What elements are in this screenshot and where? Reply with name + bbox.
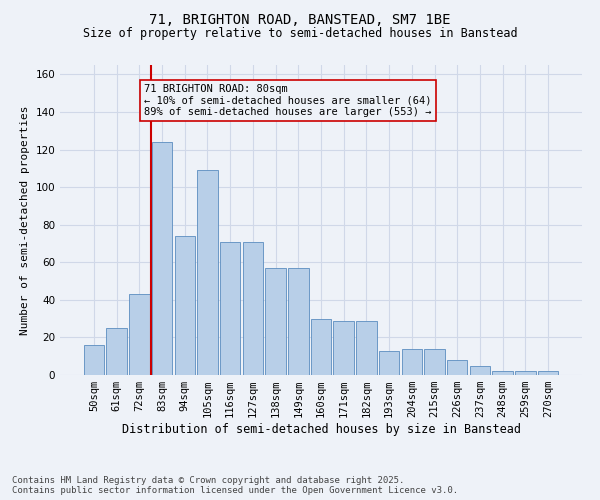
- Bar: [356, 320, 377, 375]
- Bar: [197, 170, 218, 375]
- Bar: [84, 345, 104, 375]
- Bar: [334, 320, 354, 375]
- Bar: [175, 236, 195, 375]
- Bar: [242, 242, 263, 375]
- Text: 71 BRIGHTON ROAD: 80sqm
← 10% of semi-detached houses are smaller (64)
89% of se: 71 BRIGHTON ROAD: 80sqm ← 10% of semi-de…: [144, 84, 431, 117]
- Bar: [401, 348, 422, 375]
- Bar: [265, 268, 286, 375]
- Bar: [129, 294, 149, 375]
- Bar: [152, 142, 172, 375]
- Bar: [220, 242, 241, 375]
- Text: Size of property relative to semi-detached houses in Banstead: Size of property relative to semi-detach…: [83, 28, 517, 40]
- Text: Contains HM Land Registry data © Crown copyright and database right 2025.
Contai: Contains HM Land Registry data © Crown c…: [12, 476, 458, 495]
- Y-axis label: Number of semi-detached properties: Number of semi-detached properties: [20, 106, 30, 335]
- Bar: [379, 350, 400, 375]
- Text: 71, BRIGHTON ROAD, BANSTEAD, SM7 1BE: 71, BRIGHTON ROAD, BANSTEAD, SM7 1BE: [149, 12, 451, 26]
- Bar: [470, 366, 490, 375]
- Bar: [447, 360, 467, 375]
- Bar: [493, 371, 513, 375]
- X-axis label: Distribution of semi-detached houses by size in Banstead: Distribution of semi-detached houses by …: [121, 423, 521, 436]
- Bar: [311, 318, 331, 375]
- Bar: [106, 328, 127, 375]
- Bar: [288, 268, 308, 375]
- Bar: [424, 348, 445, 375]
- Bar: [538, 371, 558, 375]
- Bar: [515, 371, 536, 375]
